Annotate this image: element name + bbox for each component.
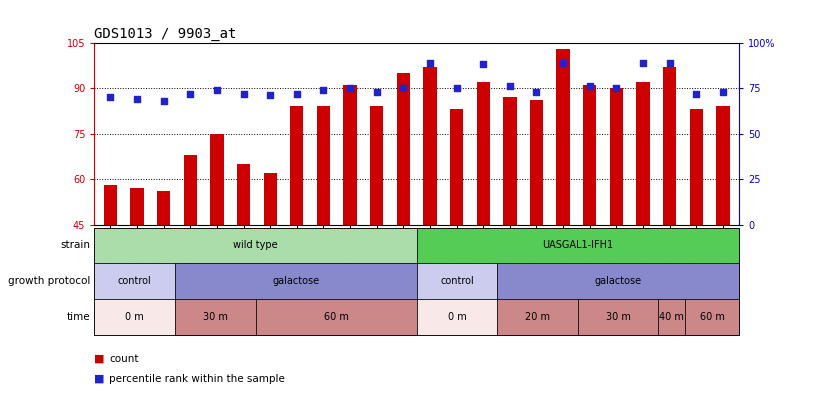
Point (103, 94, 117, 100)
Text: 0 m: 0 m (447, 312, 466, 322)
Bar (636, 82, 649, 225)
Bar (103, 185, 117, 225)
Text: wild type: wild type (233, 241, 277, 250)
Text: GDS1013 / 9903_at: GDS1013 / 9903_at (94, 28, 236, 41)
Point (264, 92, 277, 99)
Point (210, 87, 223, 93)
Bar (290, 107, 304, 225)
Bar (557, 49, 570, 225)
Text: ■: ■ (94, 374, 108, 384)
Text: ■: ■ (94, 354, 108, 364)
Bar (690, 109, 703, 225)
Point (583, 83, 596, 90)
Point (157, 98, 170, 104)
Point (503, 83, 516, 90)
Point (610, 85, 623, 91)
Point (690, 90, 703, 97)
Bar (264, 173, 277, 225)
Point (530, 88, 543, 95)
Point (184, 90, 197, 97)
Bar (131, 188, 144, 225)
Bar (343, 85, 357, 225)
Point (317, 87, 330, 93)
Bar (450, 109, 463, 225)
Bar (530, 100, 544, 225)
Text: galactose: galactose (594, 276, 642, 286)
Point (717, 88, 730, 95)
Bar (210, 134, 223, 225)
Text: count: count (109, 354, 139, 364)
Point (450, 85, 463, 91)
Bar (424, 67, 437, 225)
Point (343, 85, 356, 91)
Bar (663, 67, 677, 225)
Bar (716, 107, 730, 225)
Point (291, 90, 304, 97)
Bar (610, 88, 623, 225)
Bar (476, 82, 490, 225)
Text: control: control (440, 276, 474, 286)
Bar (397, 73, 410, 225)
Point (636, 59, 649, 66)
Text: 30 m: 30 m (203, 312, 227, 322)
Text: galactose: galactose (273, 276, 319, 286)
Text: 20 m: 20 m (525, 312, 550, 322)
Point (424, 59, 437, 66)
Bar (157, 192, 170, 225)
Point (370, 88, 383, 95)
Text: control: control (118, 276, 152, 286)
Bar (503, 97, 516, 225)
Text: 60 m: 60 m (699, 312, 724, 322)
Text: percentile rank within the sample: percentile rank within the sample (109, 374, 285, 384)
Text: 0 m: 0 m (126, 312, 144, 322)
Point (477, 61, 490, 68)
Text: UASGAL1-IFH1: UASGAL1-IFH1 (542, 241, 613, 250)
Point (397, 85, 410, 91)
Point (663, 59, 677, 66)
Text: 30 m: 30 m (606, 312, 631, 322)
Text: growth protocol: growth protocol (8, 276, 90, 286)
Bar (370, 107, 383, 225)
Bar (583, 85, 596, 225)
Bar (184, 155, 197, 225)
Text: strain: strain (60, 241, 90, 250)
Point (237, 90, 250, 97)
Bar (317, 107, 330, 225)
Text: 40 m: 40 m (659, 312, 684, 322)
Point (557, 59, 570, 66)
Text: 60 m: 60 m (323, 312, 349, 322)
Text: time: time (67, 312, 90, 322)
Point (131, 96, 144, 102)
Bar (237, 164, 250, 225)
